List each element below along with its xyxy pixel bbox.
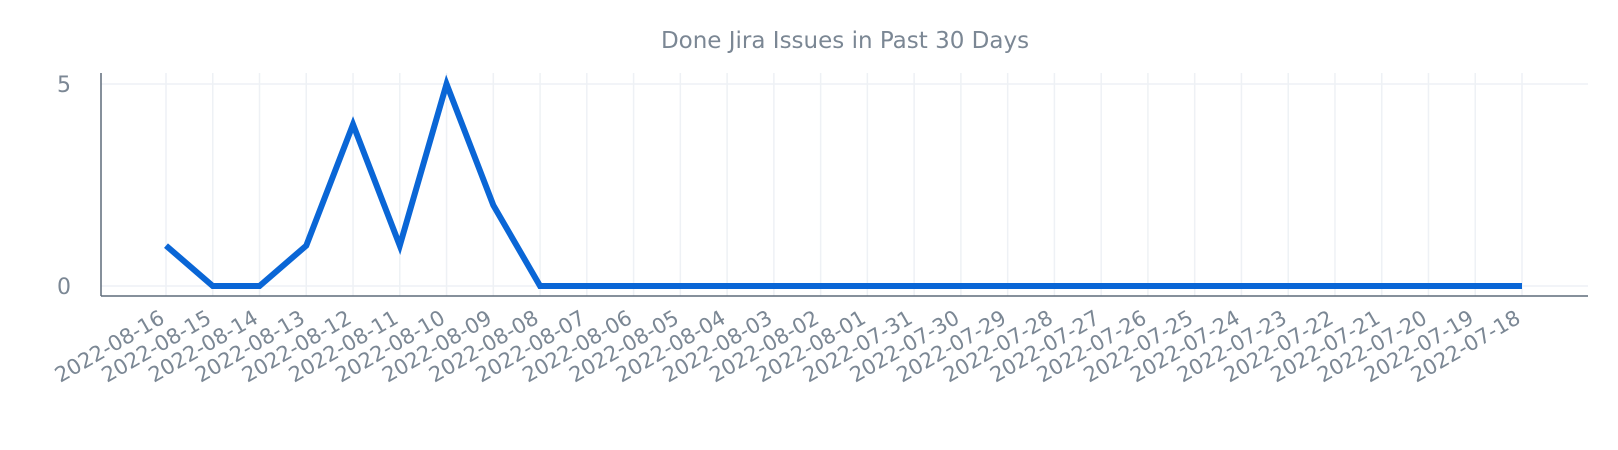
data-point bbox=[350, 121, 356, 127]
y-tick-label: 0 bbox=[57, 275, 71, 300]
data-point bbox=[1145, 283, 1151, 289]
data-point bbox=[1472, 283, 1478, 289]
data-point bbox=[1332, 283, 1338, 289]
data-point bbox=[1285, 283, 1291, 289]
data-point bbox=[257, 283, 263, 289]
data-point bbox=[1379, 283, 1385, 289]
series-layer bbox=[163, 74, 1525, 289]
data-point bbox=[1192, 283, 1198, 289]
data-point bbox=[584, 283, 590, 289]
data-point bbox=[724, 283, 730, 289]
data-point bbox=[771, 283, 777, 289]
data-point bbox=[1051, 283, 1057, 289]
data-point bbox=[911, 283, 917, 289]
data-point bbox=[1098, 283, 1104, 289]
data-point bbox=[958, 283, 964, 289]
data-point bbox=[537, 283, 543, 289]
grid bbox=[101, 73, 1588, 296]
y-tick-label: 5 bbox=[57, 73, 71, 98]
data-point bbox=[444, 81, 450, 87]
data-point bbox=[490, 202, 496, 208]
data-point bbox=[303, 243, 309, 249]
series-line bbox=[164, 74, 1522, 289]
data-point bbox=[864, 283, 870, 289]
data-point bbox=[1238, 283, 1244, 289]
data-point bbox=[163, 243, 169, 249]
chart-title: Done Jira Issues in Past 30 Days bbox=[661, 28, 1029, 54]
y-axis-ticks: 05 bbox=[57, 73, 71, 300]
data-point bbox=[1425, 283, 1431, 289]
data-point bbox=[397, 243, 403, 249]
data-point bbox=[631, 283, 637, 289]
data-point bbox=[677, 283, 683, 289]
data-point bbox=[818, 283, 824, 289]
data-point bbox=[1005, 283, 1011, 289]
data-point bbox=[1519, 283, 1525, 289]
axes bbox=[100, 73, 1588, 297]
data-point bbox=[210, 283, 216, 289]
x-axis-ticks: 2022-08-162022-08-152022-08-142022-08-13… bbox=[51, 306, 1525, 388]
